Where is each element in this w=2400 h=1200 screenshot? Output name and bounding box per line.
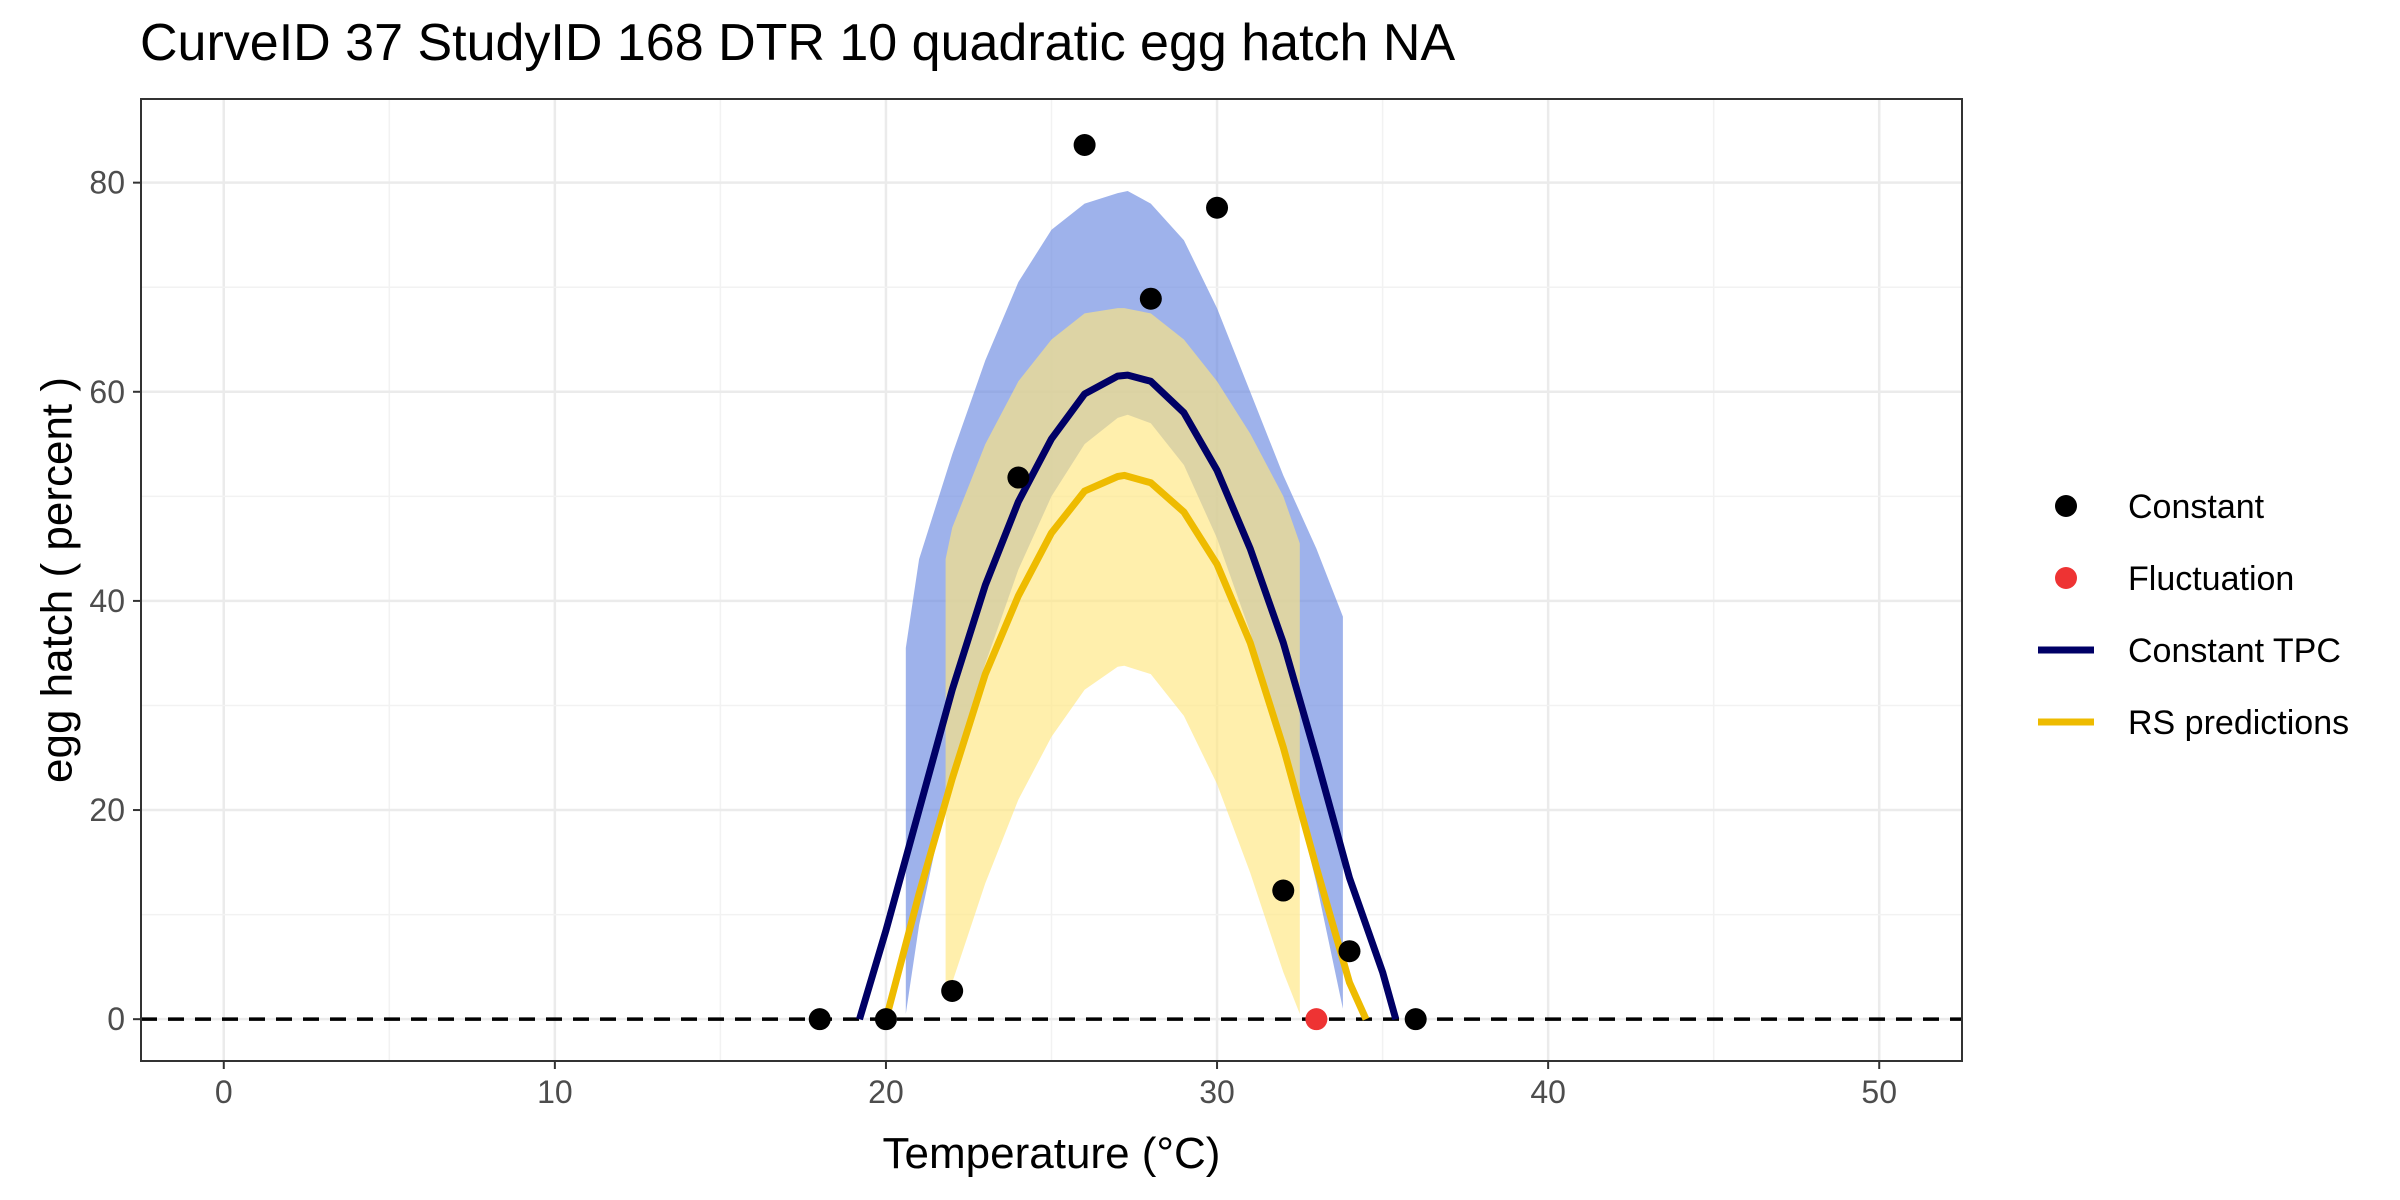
legend-item-fluctuation: Fluctuation [2055, 560, 2294, 598]
y-tick-label: 0 [107, 1001, 125, 1037]
x-axis-ticks: 0 10 20 30 40 50 [215, 1061, 1897, 1110]
y-tick-label: 60 [89, 374, 125, 410]
constant-point [1272, 879, 1295, 902]
chart-title: CurveID 37 StudyID 168 DTR 10 quadratic … [140, 14, 1455, 72]
legend-label: Constant TPC [2128, 632, 2341, 670]
constant-point [941, 979, 964, 1002]
constant-point [1206, 196, 1229, 219]
constant-point [1073, 134, 1096, 157]
confidence-bands [905, 191, 1343, 1014]
constant-point [1404, 1008, 1427, 1031]
x-tick-label: 50 [1861, 1074, 1897, 1110]
legend-key-point [2055, 567, 2077, 589]
rs-predictions-curve [882, 471, 1370, 1021]
x-tick-label: 0 [215, 1074, 233, 1110]
fitted-curves [856, 371, 1400, 1021]
data-points [808, 134, 1427, 1031]
y-axis-title: egg hatch ( percent ) [32, 377, 81, 783]
y-tick-label: 80 [89, 165, 125, 201]
x-tick-label: 30 [1199, 1074, 1235, 1110]
constant-point [808, 1008, 831, 1031]
constant-point [1338, 940, 1361, 963]
legend-item-constant-tpc: Constant TPC [2038, 632, 2341, 670]
constant-point [1007, 466, 1030, 489]
constant-point [874, 1008, 897, 1031]
legend-item-rs-predictions: RS predictions [2038, 704, 2349, 742]
legend-label: Constant [2128, 488, 2265, 526]
legend-item-constant: Constant [2055, 488, 2265, 526]
fluctuation-point [1305, 1008, 1328, 1031]
x-tick-label: 40 [1530, 1074, 1566, 1110]
constant-tpc-curve [856, 371, 1400, 1021]
legend-label: Fluctuation [2128, 560, 2294, 598]
y-tick-label: 40 [89, 583, 125, 619]
legend: Constant Fluctuation Constant TPC RS predic… [2038, 488, 2349, 742]
panel-border [140, 98, 1963, 1062]
legend-key-point [2055, 495, 2077, 517]
y-axis-ticks: 0 20 40 60 80 [89, 165, 141, 1037]
y-tick-label: 20 [89, 792, 125, 828]
x-tick-label: 10 [537, 1074, 573, 1110]
legend-label: RS predictions [2128, 704, 2349, 742]
x-axis-title: Temperature (°C) [883, 1129, 1221, 1178]
constant-point [1139, 287, 1162, 310]
rs-predictions-band [945, 308, 1300, 1014]
x-tick-label: 20 [868, 1074, 904, 1110]
